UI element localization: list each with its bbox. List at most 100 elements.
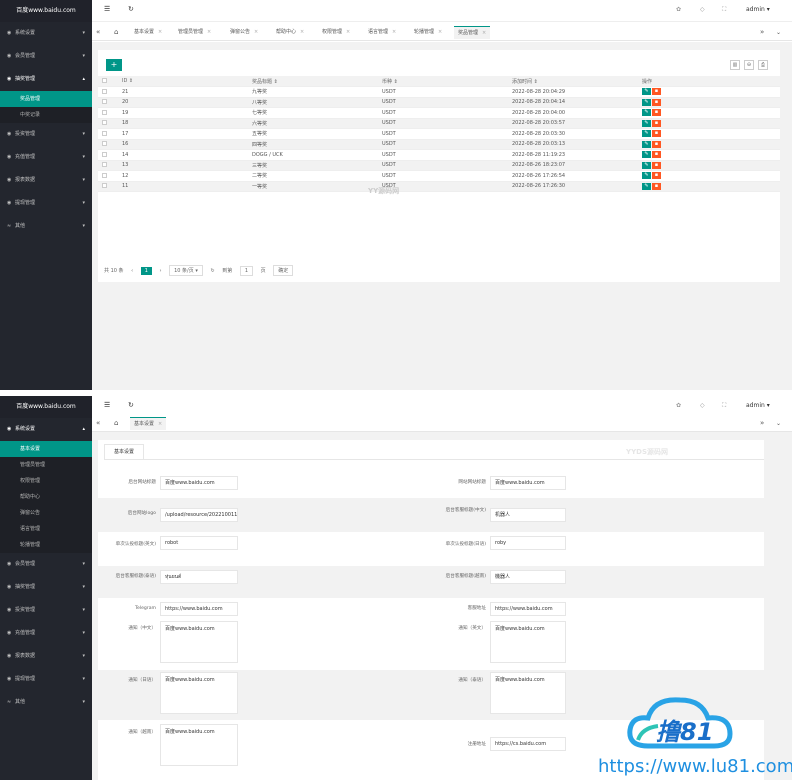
field-input[interactable]: https://www.baidu.com	[160, 602, 238, 616]
sidebar-item-lottery[interactable]: ◉ 抽奖管理 ▾	[0, 576, 92, 599]
fullscreen-icon[interactable]: ⛶	[722, 6, 727, 13]
sidebar-item-system[interactable]: ◉ 系统设置 ▾	[0, 22, 92, 45]
theme-icon[interactable]: ✿	[676, 402, 682, 409]
field-input[interactable]: 机器人	[490, 508, 566, 522]
close-icon[interactable]: ×	[346, 29, 351, 35]
delete-icon[interactable]: ▪	[652, 109, 661, 117]
sidebar-item-reports[interactable]: ◉ 报表数据 ▾	[0, 645, 92, 668]
theme-icon[interactable]: ✿	[676, 6, 682, 13]
print-icon[interactable]: ⎙	[758, 60, 768, 70]
row-checkbox[interactable]	[98, 97, 118, 108]
close-icon[interactable]: ×	[158, 421, 163, 427]
field-input[interactable]: /upload/resource/20221001145	[160, 508, 238, 522]
sidebar-subitem-basic[interactable]: 基本设置	[0, 441, 92, 457]
menu-toggle-icon[interactable]: ☰	[104, 5, 111, 13]
field-input[interactable]: https://www.baidu.com	[490, 602, 566, 616]
sidebar-item-recharge[interactable]: ◉ 充值管理 ▾	[0, 146, 92, 169]
add-button[interactable]: +	[106, 59, 122, 71]
edit-icon[interactable]: ✎	[642, 109, 651, 117]
sidebar-item-system[interactable]: ◉ 系统设置 ▴	[0, 418, 92, 441]
sidebar-subitem-admins[interactable]: 管理员管理	[20, 462, 46, 468]
field-textarea[interactable]: 百度www.baidu.com	[160, 621, 238, 663]
row-checkbox[interactable]	[98, 107, 118, 119]
tab-perm[interactable]: 权限管理 ×	[322, 26, 350, 39]
field-textarea[interactable]: 百度www.baidu.com	[490, 672, 566, 714]
tab-next-icon[interactable]: »	[760, 28, 765, 36]
tab-prev-icon[interactable]: «	[96, 419, 101, 427]
menu-toggle-icon[interactable]: ☰	[104, 401, 111, 409]
row-checkbox[interactable]	[98, 160, 118, 171]
tab-prev-icon[interactable]: «	[96, 28, 101, 36]
row-checkbox[interactable]	[98, 128, 118, 140]
pager-size-select[interactable]: 10 条/页 ▾	[169, 265, 203, 276]
close-icon[interactable]: ×	[207, 29, 212, 35]
sidebar-subitem-perm[interactable]: 权限管理	[20, 478, 41, 484]
tab-notice[interactable]: 弹窗公告 ×	[230, 26, 258, 39]
row-checkbox[interactable]	[98, 118, 118, 129]
select-all-checkbox[interactable]	[98, 76, 118, 87]
col-time[interactable]: 添加时间 ⇕	[508, 76, 638, 87]
row-checkbox[interactable]	[98, 86, 118, 98]
refresh-icon[interactable]: ↻	[128, 5, 134, 13]
sidebar-item-invest[interactable]: ◉ 投资管理 ▾	[0, 123, 92, 146]
pager-refresh-icon[interactable]: ↻	[210, 267, 215, 274]
edit-icon[interactable]: ✎	[642, 151, 651, 159]
close-icon[interactable]: ×	[392, 29, 397, 35]
field-input[interactable]: หุ่นยนต์	[160, 570, 238, 584]
delete-icon[interactable]: ▪	[652, 140, 661, 148]
field-textarea[interactable]: 百度www.baidu.com	[160, 672, 238, 714]
tab-basic[interactable]: 基本设置 ×	[134, 26, 162, 39]
field-input[interactable]: 百度www.baidu.com	[490, 476, 566, 490]
close-icon[interactable]: ×	[300, 29, 305, 35]
delete-icon[interactable]: ▪	[652, 130, 661, 138]
tag-icon[interactable]: ◇	[700, 6, 705, 13]
tab-help[interactable]: 帮助中心 ×	[276, 26, 304, 39]
sidebar-subitem-lang[interactable]: 语言管理	[20, 526, 41, 532]
field-textarea[interactable]: 百度www.baidu.com	[160, 724, 238, 766]
sidebar-subitem-help[interactable]: 帮助中心	[20, 494, 41, 500]
field-input[interactable]: roby	[490, 536, 566, 550]
tab-basic[interactable]: 基本设置 ×	[130, 417, 167, 430]
filter-columns-icon[interactable]: ▥	[730, 60, 740, 70]
close-icon[interactable]: ×	[254, 29, 259, 35]
close-icon[interactable]: ×	[482, 30, 487, 36]
edit-icon[interactable]: ✎	[642, 161, 651, 169]
tab-admins[interactable]: 管理员管理 ×	[178, 26, 211, 39]
field-textarea[interactable]: 百度www.baidu.com	[490, 621, 566, 663]
pager-confirm-button[interactable]: 确定	[273, 265, 294, 276]
home-icon[interactable]: ⌂	[114, 28, 119, 36]
field-input[interactable]: robot	[160, 536, 238, 550]
row-checkbox[interactable]	[98, 149, 118, 161]
admin-menu[interactable]: admin ▾	[746, 402, 770, 409]
col-coin[interactable]: 币种 ⇕	[378, 76, 508, 87]
pager-goto-input[interactable]: 1	[239, 265, 254, 276]
delete-icon[interactable]: ▪	[652, 151, 661, 159]
tab-prizes[interactable]: 奖品管理 ×	[454, 26, 491, 39]
sidebar-item-members[interactable]: ◉ 会员管理 ▾	[0, 553, 92, 576]
row-checkbox[interactable]	[98, 139, 118, 150]
admin-menu[interactable]: admin ▾	[746, 6, 770, 13]
delete-icon[interactable]: ▪	[652, 119, 661, 127]
tab-banner[interactable]: 轮播管理 ×	[414, 26, 442, 39]
edit-icon[interactable]: ✎	[642, 182, 651, 190]
sidebar-item-members[interactable]: ◉ 会员管理 ▾	[0, 45, 92, 68]
tab-lang[interactable]: 语言管理 ×	[368, 26, 396, 39]
sidebar-item-other[interactable]: ≈ 其他 ▾	[0, 215, 92, 238]
pager-prev[interactable]: ‹	[131, 267, 134, 274]
pager-next[interactable]: ›	[159, 267, 162, 274]
fullscreen-icon[interactable]: ⛶	[722, 402, 727, 409]
field-input[interactable]: https://cs.baidu.com	[490, 737, 566, 751]
close-icon[interactable]: ×	[438, 29, 443, 35]
tab-menu-icon[interactable]: ⌄	[776, 420, 782, 427]
sidebar-item-reports[interactable]: ◉ 报表数据 ▾	[0, 169, 92, 192]
tab-menu-icon[interactable]: ⌄	[776, 29, 782, 36]
delete-icon[interactable]: ▪	[652, 98, 661, 106]
edit-icon[interactable]: ✎	[642, 140, 651, 148]
row-checkbox[interactable]	[98, 181, 118, 192]
tab-next-icon[interactable]: »	[760, 419, 765, 427]
sidebar-item-withdraw[interactable]: ◉ 提现管理 ▾	[0, 668, 92, 691]
sidebar-item-invest[interactable]: ◉ 投资管理 ▾	[0, 599, 92, 622]
delete-icon[interactable]: ▪	[652, 88, 661, 96]
delete-icon[interactable]: ▪	[652, 182, 661, 190]
field-input[interactable]: 機器人	[490, 570, 566, 584]
